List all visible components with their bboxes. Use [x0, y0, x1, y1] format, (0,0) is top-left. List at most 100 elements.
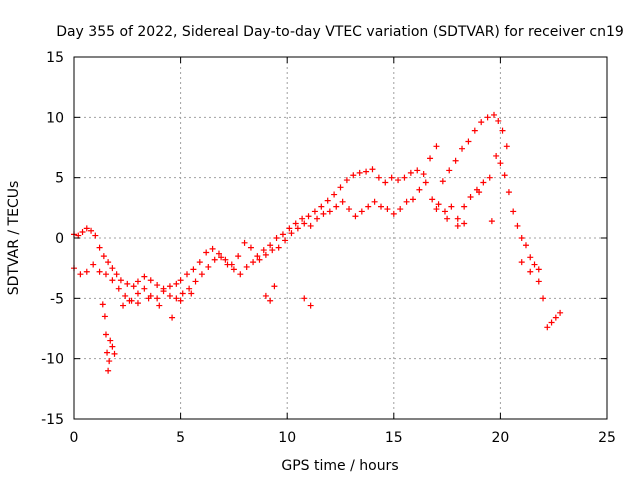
- data-point: [188, 290, 195, 297]
- data-point: [177, 277, 184, 284]
- data-point: [269, 247, 276, 254]
- data-point: [401, 174, 408, 181]
- data-point: [299, 215, 306, 222]
- y-tick-label: -15: [41, 412, 64, 428]
- data-point: [478, 119, 485, 126]
- data-point: [96, 268, 103, 275]
- y-tick-labels: -15 -10 -5 0 5 10 15: [41, 50, 64, 428]
- data-point: [156, 302, 163, 309]
- data-point: [183, 271, 190, 278]
- data-point: [198, 271, 205, 278]
- data-point: [105, 367, 112, 374]
- data-point: [105, 259, 112, 266]
- data-point: [237, 271, 244, 278]
- data-point: [92, 232, 99, 239]
- data-point: [279, 231, 286, 238]
- data-point: [497, 160, 504, 167]
- data-point: [294, 225, 301, 232]
- data-point: [100, 253, 107, 260]
- data-point: [211, 256, 218, 263]
- data-point: [286, 225, 293, 232]
- data-point: [267, 297, 274, 304]
- data-point: [358, 208, 365, 215]
- data-point: [77, 271, 84, 278]
- data-point: [145, 295, 152, 302]
- data-point: [122, 292, 129, 299]
- data-point: [99, 301, 106, 308]
- data-point: [109, 265, 116, 272]
- data-point: [514, 222, 521, 229]
- data-point: [271, 283, 278, 290]
- data-point: [262, 251, 269, 258]
- x-tick-label: 5: [176, 430, 185, 446]
- data-point: [452, 157, 459, 164]
- data-point: [262, 292, 269, 299]
- data-point: [540, 295, 547, 302]
- data-point: [102, 331, 109, 338]
- data-point: [314, 215, 321, 222]
- data-point: [395, 177, 402, 184]
- data-point: [459, 145, 466, 152]
- data-point: [422, 179, 429, 186]
- data-point: [535, 266, 542, 273]
- data-point: [495, 117, 502, 124]
- data-point: [467, 193, 474, 200]
- data-point: [250, 259, 257, 266]
- data-point: [369, 166, 376, 173]
- data-point: [134, 290, 141, 297]
- data-point: [307, 222, 314, 229]
- data-point: [282, 237, 289, 244]
- data-point: [109, 277, 116, 284]
- data-point: [527, 254, 534, 261]
- data-point: [552, 314, 559, 321]
- data-point: [484, 114, 491, 121]
- x-tick-label: 0: [70, 430, 79, 446]
- data-point: [102, 271, 109, 278]
- data-point: [215, 250, 222, 257]
- data-point: [433, 143, 440, 150]
- data-point: [446, 167, 453, 174]
- data-point: [260, 247, 267, 254]
- data-point: [117, 277, 124, 284]
- grid: [74, 57, 607, 419]
- data-point: [414, 167, 421, 174]
- data-point: [427, 155, 434, 162]
- y-axis-label: SDTVAR / TECUs: [6, 181, 22, 296]
- data-point: [107, 337, 114, 344]
- data-point: [243, 263, 250, 270]
- y-tick-label: -10: [41, 352, 64, 368]
- data-point: [407, 169, 414, 176]
- data-point: [235, 253, 242, 260]
- data-point: [134, 300, 141, 307]
- data-point: [326, 208, 333, 215]
- data-point: [397, 206, 404, 213]
- data-point: [141, 285, 148, 292]
- data-point: [557, 309, 564, 316]
- data-point: [382, 179, 389, 186]
- data-point: [79, 228, 86, 235]
- data-point: [544, 324, 551, 331]
- data-point: [503, 143, 510, 150]
- data-point: [448, 203, 455, 210]
- data-point: [104, 349, 111, 356]
- data-point: [461, 203, 468, 210]
- data-point: [169, 314, 176, 321]
- data-point: [173, 280, 180, 287]
- data-point: [205, 263, 212, 270]
- x-tick-label: 15: [385, 430, 403, 446]
- data-point: [224, 261, 231, 268]
- data-point: [465, 138, 472, 145]
- data-point: [196, 259, 203, 266]
- x-axis-label: GPS time / hours: [281, 458, 398, 474]
- data-point: [518, 235, 525, 241]
- data-point: [491, 111, 498, 118]
- data-point: [318, 203, 325, 210]
- data-point: [301, 295, 308, 302]
- data-point: [320, 210, 327, 217]
- data-point: [403, 198, 410, 205]
- data-point: [134, 278, 141, 285]
- data-point: [154, 295, 161, 302]
- data-point: [190, 266, 197, 273]
- data-point: [375, 174, 382, 181]
